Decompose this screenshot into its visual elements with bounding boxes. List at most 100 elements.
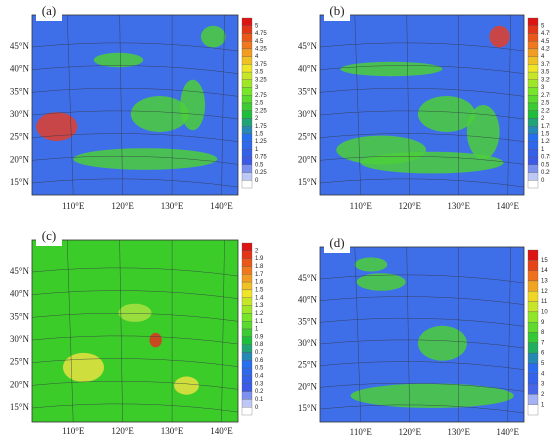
colorbar-box (241, 102, 253, 111)
field-feature (62, 352, 105, 382)
colorbar-box (527, 156, 539, 165)
grid-line (67, 14, 74, 196)
lat-label: 45°N (10, 41, 30, 51)
lat-label: 20°N (10, 154, 30, 164)
lat-label: 15°N (298, 403, 318, 413)
grid-line (31, 403, 239, 413)
panel-label: (b) (329, 3, 344, 18)
colorbar-label: 1.2 (255, 311, 264, 317)
colorbar-box (241, 79, 253, 88)
field-feature (93, 52, 144, 68)
grid-line (406, 14, 410, 196)
colorbar-box (241, 172, 253, 181)
grid-line (319, 317, 525, 327)
field-feature (466, 105, 500, 159)
lon-label: 120°E (398, 427, 421, 437)
colorbar-label: 4.25 (255, 46, 267, 52)
grid-line (221, 14, 225, 196)
field-feature (354, 257, 388, 272)
colorbar-box (241, 250, 253, 259)
grid-line (31, 110, 239, 120)
colorbar-label: 4 (541, 371, 545, 377)
colorbar-box (241, 25, 253, 34)
colorbar-box (527, 102, 539, 111)
colorbar-box (527, 95, 539, 104)
lat-label: 45°N (10, 266, 30, 276)
colorbar-label: 1 (255, 147, 259, 153)
lat-label: 20°N (298, 154, 318, 164)
colorbar-label: 2.75 (255, 93, 267, 99)
colorbar-label: 0.5 (541, 162, 550, 168)
colorbar-label: 13 (541, 279, 548, 285)
lat-label: 40°N (298, 295, 318, 305)
field-feature (180, 79, 206, 131)
grid-line (31, 312, 239, 322)
colorbar-box (527, 280, 539, 292)
colorbar-box (527, 126, 539, 135)
lon-label: 110°E (62, 201, 85, 211)
colorbar-label: 1.75 (541, 124, 550, 130)
colorbar-label: 2 (541, 116, 545, 122)
colorbar-box (241, 344, 253, 353)
colorbar-box (527, 249, 539, 261)
colorbar-label: 3 (541, 85, 545, 91)
lon-label: 140°E (210, 426, 233, 436)
colorbar-label: 3.5 (255, 70, 264, 76)
panel-label: (c) (42, 228, 56, 243)
grid-line (319, 178, 525, 188)
grid-line (319, 339, 525, 349)
colorbar-box (241, 266, 253, 275)
colorbar-label: 0.5 (255, 366, 264, 372)
colorbar-box (527, 71, 539, 80)
lon-label: 130°E (447, 427, 470, 437)
colorbar-box (241, 321, 253, 330)
field-feature (200, 25, 226, 48)
grid-line (319, 110, 525, 120)
colorbar-label: 0 (541, 178, 545, 184)
colorbar-box (241, 274, 253, 283)
lat-label: 35°N (10, 86, 30, 96)
grid-line (319, 361, 525, 370)
colorbar-box (241, 126, 253, 135)
colorbar-box (241, 375, 253, 384)
colorbar-box (241, 64, 253, 73)
lon-label: 140°E (210, 201, 233, 211)
colorbar-label: 5 (541, 361, 545, 367)
colorbar-box (527, 33, 539, 42)
colorbar-box (527, 17, 539, 26)
colorbar-box (241, 48, 253, 57)
colorbar-label: 1.4 (255, 295, 264, 301)
grid-line (319, 133, 525, 142)
colorbar-box (241, 367, 253, 377)
colorbar-box (241, 180, 253, 189)
grid-line (354, 246, 361, 423)
colorbar-label: 3.75 (255, 62, 267, 68)
colorbar-label: 0.8 (255, 342, 264, 348)
grid-line (319, 296, 525, 305)
colorbar-label: 12 (541, 289, 548, 295)
colorbar-box (527, 311, 539, 323)
colorbar-box (527, 87, 539, 96)
colorbar-box (241, 313, 253, 322)
colorbar-box (241, 33, 253, 42)
colorbar-label: 2.75 (541, 93, 550, 99)
colorbar-label: 4.25 (541, 46, 550, 52)
colorbar-label: 0 (255, 405, 259, 411)
colorbar-label: 2 (541, 392, 545, 398)
colorbar-label: 3.75 (541, 62, 550, 68)
colorbar-box (527, 64, 539, 73)
grid-line (319, 382, 525, 392)
panel-label: (a) (42, 3, 56, 18)
colorbar-box (527, 404, 539, 416)
colorbar-label: 0.9 (255, 334, 264, 340)
lat-label: 45°N (298, 273, 318, 283)
colorbar-label: 0.25 (255, 170, 267, 176)
colorbar-label: 2.5 (541, 101, 550, 107)
colorbar-box (241, 360, 253, 369)
colorbar-label: 4.5 (541, 39, 550, 45)
grid-line (31, 42, 239, 52)
colorbar-box (527, 322, 539, 333)
colorbar-box (527, 48, 539, 57)
colorbar-label: 1.5 (255, 131, 264, 137)
